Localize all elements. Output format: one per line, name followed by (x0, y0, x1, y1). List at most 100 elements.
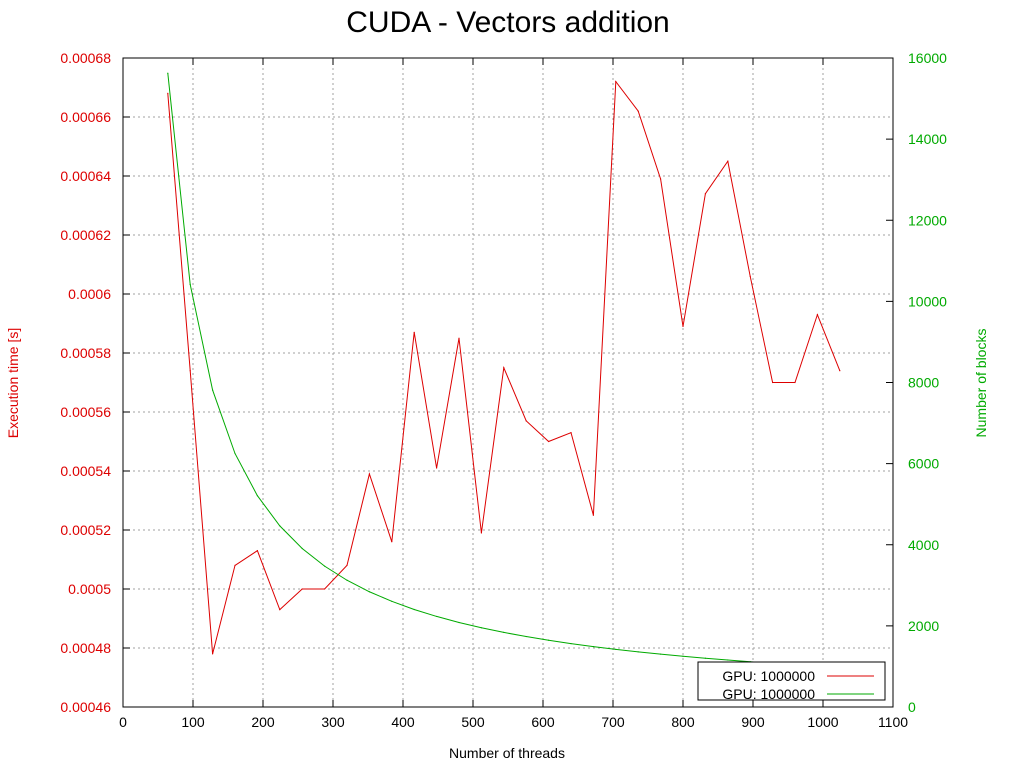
y-tick-label: 0.00062 (60, 227, 111, 243)
data-point (637, 110, 639, 112)
data-point (570, 643, 572, 645)
x-tick-label: 500 (461, 714, 485, 730)
data-point (301, 588, 303, 590)
data-point (436, 467, 438, 469)
data-point (592, 514, 595, 516)
y-tick-label: 0.00056 (60, 404, 111, 420)
data-point (212, 389, 214, 391)
y2-axis-label: Number of blocks (973, 329, 989, 438)
data-point (615, 81, 617, 83)
data-point (167, 72, 169, 74)
x-tick-label: 800 (671, 714, 695, 730)
x-tick-label: 0 (119, 714, 127, 730)
y2-tick-label: 6000 (908, 456, 939, 472)
legend-label: GPU: 1000000 (722, 686, 815, 702)
data-point (189, 370, 191, 372)
data-point (704, 657, 707, 659)
data-point (458, 621, 460, 624)
data-point (660, 178, 662, 180)
chart-title: CUDA - Vectors addition (346, 6, 669, 39)
data-point (727, 659, 729, 661)
y-tick-label: 0.00066 (60, 109, 111, 125)
data-point (592, 646, 595, 648)
legend-label: GPU: 1000000 (722, 668, 815, 684)
y-tick-label: 0.00046 (60, 699, 111, 715)
data-point (391, 541, 393, 543)
data-point (525, 635, 527, 638)
x-tick-label: 1000 (807, 714, 838, 730)
y2-tick-label: 16000 (908, 50, 947, 66)
y-tick-label: 0.00054 (60, 463, 111, 479)
data-point (346, 579, 348, 581)
data-point (301, 547, 303, 550)
data-point (704, 193, 707, 195)
data-point (413, 608, 415, 611)
y2-tick-label: 0 (908, 699, 916, 715)
data-point (436, 615, 438, 618)
data-point (256, 495, 258, 497)
data-point (391, 600, 393, 602)
x-tick-label: 300 (321, 714, 345, 730)
data-point (503, 367, 505, 369)
data-point (637, 651, 639, 653)
legend: GPU: 1000000 GPU: 1000000 (697, 661, 886, 702)
data-point (525, 420, 527, 422)
data-point (794, 381, 796, 384)
data-point (234, 452, 236, 455)
grid (123, 58, 893, 707)
data-point (682, 325, 684, 328)
data-point (570, 432, 572, 434)
data-point (167, 92, 169, 94)
data-point (480, 627, 482, 629)
data-point (413, 331, 415, 333)
y2-tick-label: 14000 (908, 131, 947, 147)
data-point (234, 564, 236, 567)
data-point (256, 550, 258, 552)
x-axis-label: Number of threads (449, 745, 565, 761)
y-tick-label: 0.00058 (60, 345, 111, 361)
data-point (727, 160, 729, 162)
y-tick-label: 0.00052 (60, 522, 111, 538)
data-point (772, 381, 774, 384)
series-lines (167, 72, 841, 668)
x-tick-label: 700 (601, 714, 625, 730)
y-tick-label: 0.00048 (60, 640, 111, 656)
data-point (368, 591, 370, 593)
y2-tick-label: 4000 (908, 537, 939, 553)
data-point (615, 648, 617, 650)
x-tick-label: 600 (531, 714, 555, 730)
data-point (548, 639, 550, 641)
x-tick-label: 200 (251, 714, 275, 730)
x-tick-label: 900 (741, 714, 765, 730)
tick-labels: 0 100 200 300 400 500 600 700 800 900 1000 1100 0.00… (60, 50, 947, 730)
data-point (660, 653, 662, 655)
data-point (324, 565, 326, 567)
y-tick-label: 0.00064 (60, 168, 111, 184)
plot-frame (122, 57, 894, 708)
y2-tick-label: 10000 (908, 293, 947, 309)
data-point (503, 631, 505, 634)
data-point (839, 370, 841, 372)
data-point (458, 337, 460, 339)
y-tick-label: 0.0006 (68, 286, 111, 302)
y2-tick-label: 12000 (908, 212, 947, 228)
y-tick-label: 0.0005 (68, 581, 111, 597)
x-tick-label: 100 (181, 714, 205, 730)
data-point (189, 283, 191, 286)
y-tick-label: 0.00068 (60, 50, 111, 66)
y2-tick-label: 8000 (908, 375, 939, 391)
data-point (816, 314, 819, 316)
y-axis-label: Execution time [s] (5, 328, 21, 439)
x-tick-label: 400 (391, 714, 415, 730)
data-point (682, 655, 684, 657)
data-point (749, 275, 751, 277)
y2-tick-label: 2000 (908, 618, 939, 634)
data-point (548, 440, 550, 443)
data-point (279, 609, 281, 611)
data-point (212, 653, 214, 655)
data-point (368, 473, 370, 475)
x-tick-label: 1100 (878, 714, 908, 730)
data-point (279, 525, 281, 527)
data-point (324, 588, 326, 590)
